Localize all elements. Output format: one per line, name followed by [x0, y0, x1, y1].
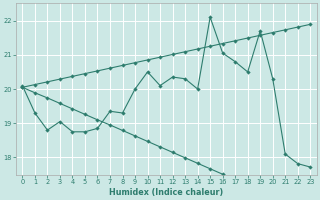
- X-axis label: Humidex (Indice chaleur): Humidex (Indice chaleur): [109, 188, 223, 197]
